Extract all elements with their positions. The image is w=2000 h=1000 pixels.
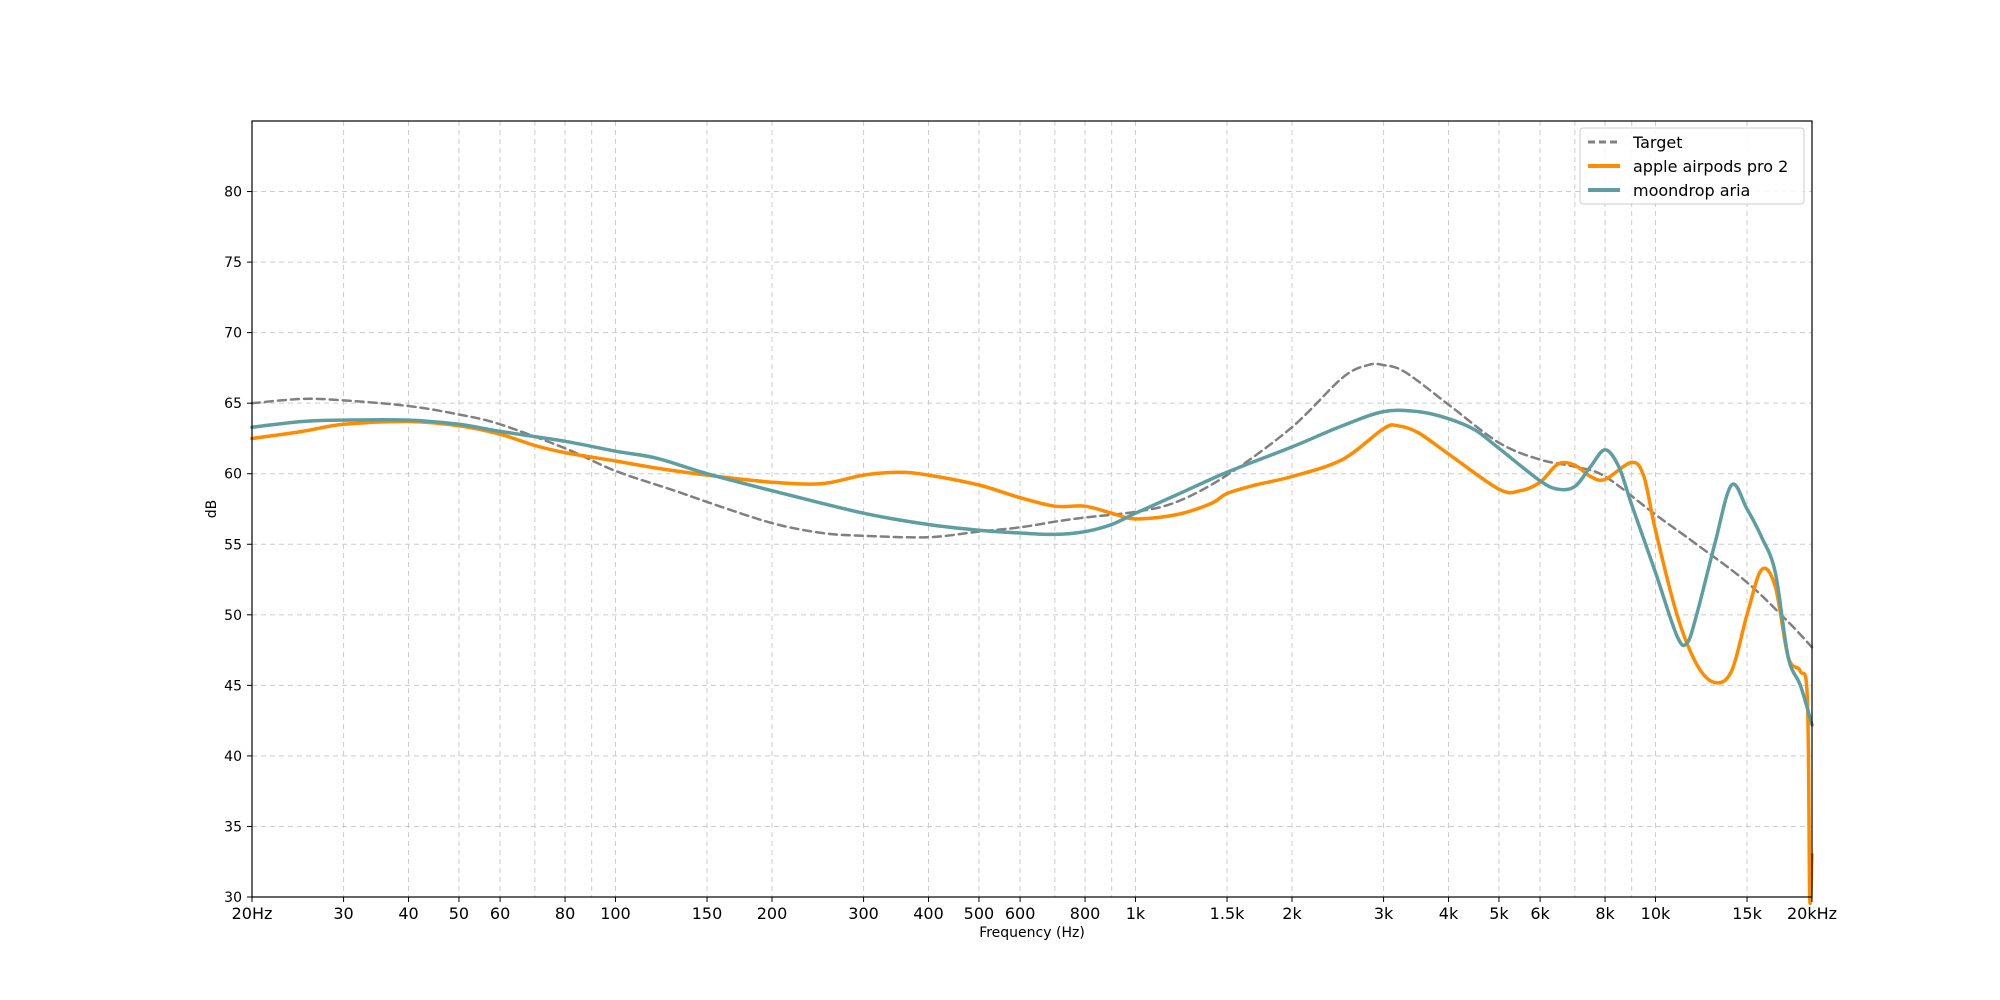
x-tick-label: 30	[333, 904, 353, 923]
x-tick-label: 8k	[1595, 904, 1615, 923]
x-tick-label: 300	[848, 904, 879, 923]
plot-frame	[251, 120, 1813, 898]
x-tick-label: 100	[600, 904, 631, 923]
series-line-airpods-pro-2	[250, 419, 1814, 905]
legend-label-aria: moondrop aria	[1633, 181, 1750, 200]
x-tick-label: 80	[555, 904, 575, 923]
legend: Target apple airpods pro 2 moondrop aria	[1579, 127, 1805, 205]
x-tick-label: 50	[449, 904, 469, 923]
x-tick-label: 1k	[1126, 904, 1146, 923]
x-tick-label: 1.5k	[1210, 904, 1245, 923]
y-tick-label: 80	[224, 185, 242, 201]
y-tick-label: 35	[224, 819, 242, 835]
series-line-moondrop-aria	[250, 408, 1814, 727]
x-tick-label: 20kHz	[1787, 904, 1837, 923]
legend-label-target: Target	[1632, 133, 1683, 152]
legend-label-airpods: apple airpods pro 2	[1633, 157, 1788, 176]
x-tick-label: 60	[490, 904, 510, 923]
y-tick-label: 60	[224, 467, 242, 483]
x-tick-label: 800	[1070, 904, 1101, 923]
x-tick-label: 3k	[1374, 904, 1394, 923]
x-tick-label: 500	[964, 904, 995, 923]
x-tick-label: 200	[757, 904, 788, 923]
series-layer	[250, 362, 1814, 905]
grid	[251, 121, 1813, 898]
x-tick-label: 10k	[1641, 904, 1671, 923]
y-tick-label: 30	[224, 890, 242, 906]
ticks: 20Hz 30 40 50 60 80 100 150 200 300 400 500 600 800 1k…	[224, 185, 1837, 923]
x-tick-label: 150	[692, 904, 723, 923]
y-axis-label: dB	[204, 500, 220, 519]
x-tick-label: 5k	[1489, 904, 1509, 923]
y-tick-label: 70	[224, 326, 242, 342]
plot-area	[252, 121, 1812, 897]
x-tick-label: 40	[398, 904, 418, 923]
y-tick-label: 75	[224, 255, 242, 271]
x-tick-label: 4k	[1439, 904, 1459, 923]
x-tick-label: 600	[1005, 904, 1036, 923]
y-tick-label: 50	[224, 608, 242, 624]
x-tick-label: 6k	[1530, 904, 1550, 923]
x-tick-label: 15k	[1732, 904, 1762, 923]
y-tick-label: 45	[224, 678, 242, 694]
legend-box	[1579, 127, 1805, 205]
x-tick-label: 20Hz	[232, 904, 273, 923]
y-tick-label: 55	[224, 537, 242, 553]
x-tick-label: 2k	[1282, 904, 1302, 923]
y-tick-label: 65	[224, 396, 242, 412]
x-axis-label: Frequency (Hz)	[979, 925, 1085, 941]
y-tick-label: 40	[224, 749, 242, 765]
x-tick-label: 400	[913, 904, 944, 923]
